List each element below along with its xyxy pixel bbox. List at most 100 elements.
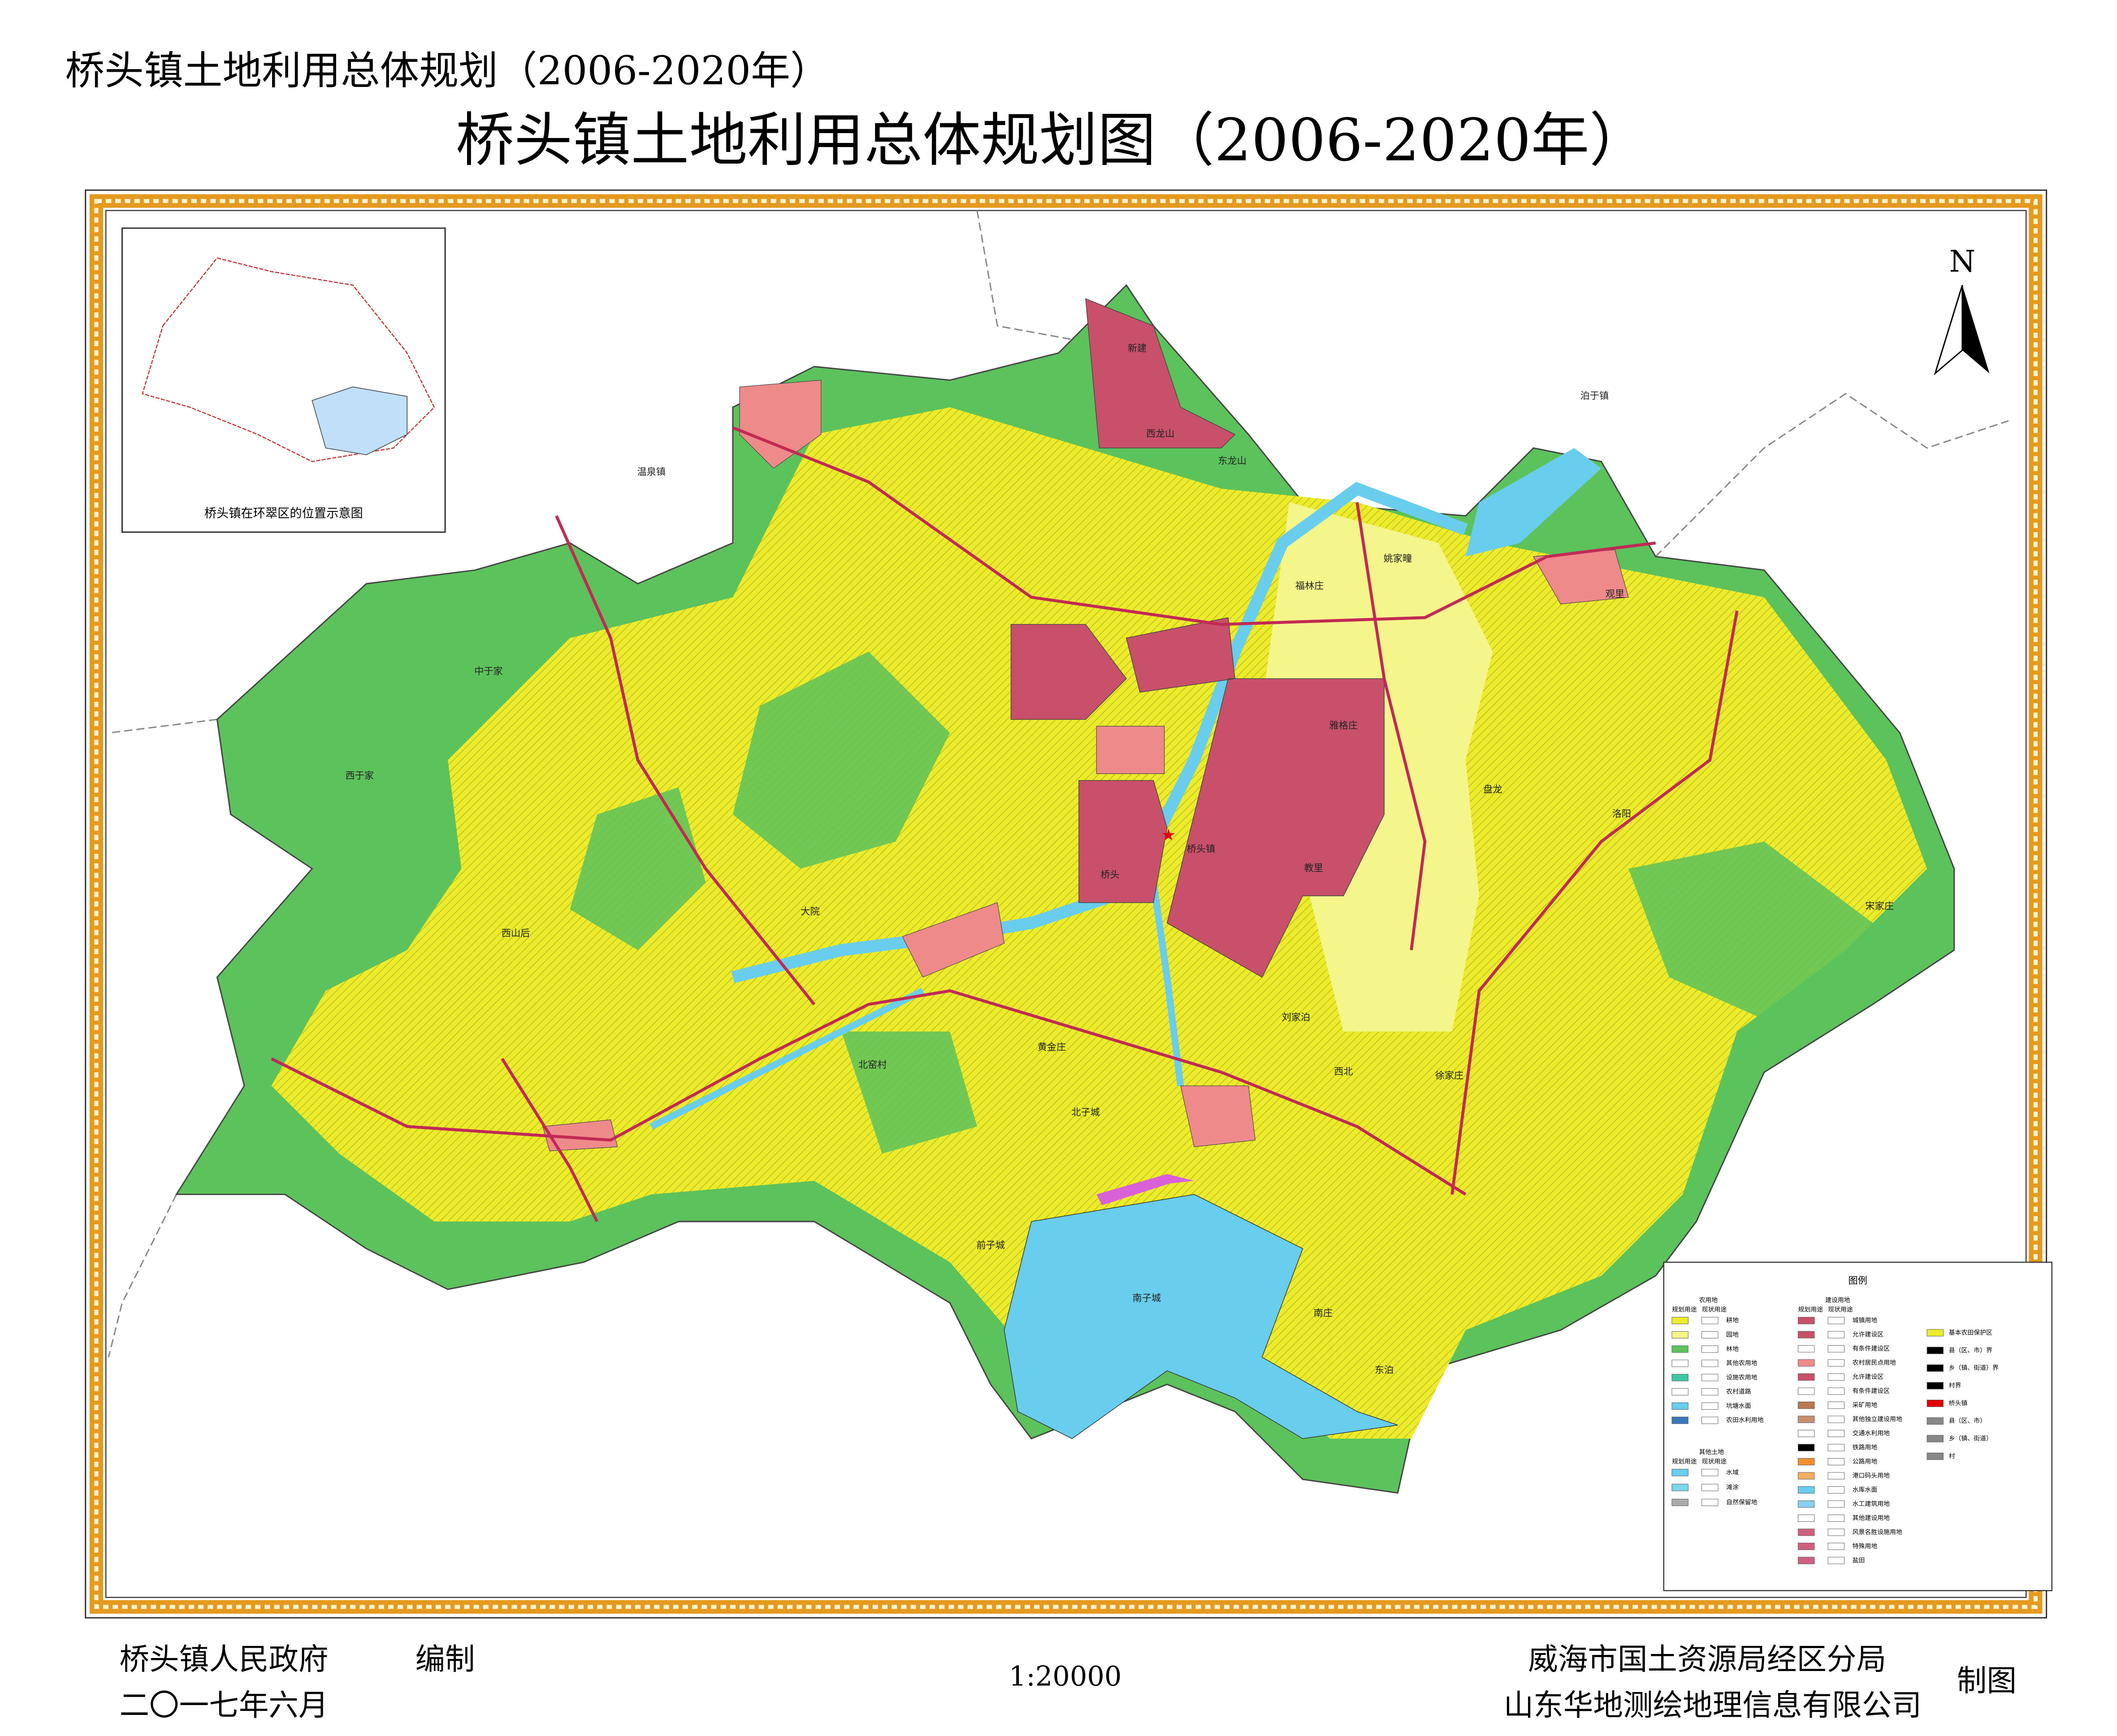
place-label: 温泉镇 <box>637 466 666 477</box>
legend-item: 特殊用地 <box>1853 1543 1878 1550</box>
place-label: 西山后 <box>502 927 530 939</box>
legend-item: 县（区、市）界 <box>1949 1346 1992 1354</box>
legend-swatch <box>1798 1472 1815 1480</box>
legend-column-header: 规划用途 <box>1798 1306 1823 1313</box>
made-label: 制图 <box>1957 1663 2017 1698</box>
place-label: 姚家疃 <box>1384 553 1412 564</box>
legend-column-header: 规划用途 <box>1672 1458 1697 1465</box>
legend-item: 有条件建设区 <box>1853 1345 1890 1352</box>
legend-swatch <box>1798 1444 1815 1451</box>
legend-item: 农村居民点用地 <box>1853 1359 1896 1367</box>
legend-swatch <box>1798 1416 1815 1423</box>
place-labels: 温泉镇泊于镇新建西龙山东龙山观里姚家疃福林庄雅格庄桥头桥头镇教里盘龙洛阳宋家庄西… <box>346 342 1894 1376</box>
legend-swatch <box>1827 1500 1844 1508</box>
legend-swatch <box>1798 1458 1815 1466</box>
place-label: 桥头 <box>1100 869 1119 880</box>
legend-swatch <box>1798 1557 1815 1564</box>
legend-item: 村界 <box>1949 1382 1961 1390</box>
place-label: 南子城 <box>1133 1292 1161 1303</box>
place-label: 刘家泊 <box>1282 1012 1311 1023</box>
compiler: 桥头镇人民政府 <box>119 1641 328 1676</box>
legend-swatch <box>1671 1374 1688 1381</box>
legend-swatch <box>1798 1528 1815 1536</box>
urban-block <box>1085 298 1236 449</box>
town-highlight <box>312 386 408 455</box>
legend-swatch <box>1671 1388 1688 1396</box>
arrow-half <box>1934 285 1963 376</box>
place-label: 北窑村 <box>858 1059 887 1070</box>
legend-swatch <box>1701 1484 1719 1491</box>
legend-box <box>1663 1261 2052 1591</box>
legend-item: 园地 <box>1726 1331 1739 1338</box>
legend-swatch <box>1827 1359 1844 1367</box>
legend-swatch <box>1701 1317 1719 1325</box>
legend-swatch <box>1701 1331 1719 1339</box>
legend-swatch <box>1798 1514 1815 1522</box>
scale: 1:20000 <box>1009 1661 1122 1693</box>
legend-swatch <box>1827 1528 1844 1536</box>
legend-item: 铁路用地 <box>1853 1444 1878 1451</box>
place-label: 桥头镇 <box>1187 843 1216 854</box>
legend-swatch <box>1798 1486 1815 1494</box>
header-title: 桥头镇土地利用总体规划（2006-2020年） <box>65 48 829 94</box>
legend-item: 港口码头用地 <box>1853 1472 1890 1480</box>
legend-swatch <box>1927 1364 1944 1372</box>
legend-column-header: 现状用途 <box>1702 1458 1727 1465</box>
legend-swatch <box>1798 1345 1815 1353</box>
river-branch <box>649 882 1184 1130</box>
place-label: 东龙山 <box>1218 455 1247 466</box>
land-use-map: ★ <box>175 284 1955 1494</box>
legend-item: 允许建设区 <box>1853 1373 1884 1381</box>
legend-swatch <box>1701 1345 1719 1353</box>
road <box>1355 502 1427 951</box>
place-label: 新建 <box>1128 342 1147 354</box>
legend-swatch <box>1701 1416 1719 1424</box>
legend-item: 村 <box>1949 1453 1955 1460</box>
legend-swatch <box>1827 1514 1844 1522</box>
legend-swatch <box>1798 1331 1815 1338</box>
legend-item: 县（区、市） <box>1949 1417 1986 1424</box>
legend-swatch <box>1701 1402 1719 1410</box>
footer: 桥头镇人民政府 编制 二〇一七年六月 1:20000 威海市国土资源局经区分局 … <box>119 1641 2016 1723</box>
maker: 山东华地测绘地理信息有限公司 <box>1504 1688 1922 1723</box>
legend-group-title: 其他土地 <box>1699 1449 1724 1456</box>
inset: 桥头镇在环翠区的位置示意图 <box>121 227 446 533</box>
legend-swatch <box>1827 1472 1844 1480</box>
place-label: 大院 <box>801 905 819 917</box>
place-label: 洛阳 <box>1612 808 1631 819</box>
place-label: 西于家 <box>346 770 374 781</box>
legend-swatch <box>1798 1317 1815 1325</box>
legend-item: 自然保留地 <box>1726 1498 1758 1506</box>
legend-item: 耕地 <box>1726 1316 1739 1324</box>
legend-item: 林地 <box>1726 1346 1739 1353</box>
legend-item: 基本农田保护区 <box>1949 1329 1992 1336</box>
legend-swatch <box>1927 1435 1944 1442</box>
legend-swatch <box>1701 1374 1719 1381</box>
legend-swatch <box>1927 1452 1944 1460</box>
legend-swatch <box>1798 1387 1815 1395</box>
legend-item: 农村道路 <box>1726 1388 1751 1395</box>
legend-swatch <box>1927 1399 1944 1407</box>
forest-patches <box>570 651 1873 1154</box>
legend-column-header: 现状用途 <box>1828 1306 1853 1313</box>
legend-swatch <box>1671 1345 1688 1353</box>
place-label: 徐家庄 <box>1435 1070 1464 1081</box>
roads <box>271 426 1739 1222</box>
place-label: 东泊 <box>1375 1364 1394 1376</box>
road <box>555 515 816 1005</box>
neighbour-boundaries <box>108 210 2009 1358</box>
place-label: 福林庄 <box>1295 580 1324 591</box>
legend-item: 坑塘水面 <box>1726 1403 1751 1410</box>
legend-swatch <box>1798 1373 1815 1381</box>
road <box>501 1058 599 1222</box>
legend-item: 水域 <box>1726 1469 1739 1476</box>
frame-inner <box>105 210 2027 1598</box>
legend-swatch <box>1927 1382 1944 1390</box>
place-label: 西龙山 <box>1146 428 1175 439</box>
legend-swatch <box>1827 1416 1844 1423</box>
legend-item: 水库水面 <box>1853 1486 1878 1494</box>
village-settlement <box>542 380 1629 1152</box>
legend-swatch <box>1701 1359 1719 1367</box>
date: 二〇一七年六月 <box>119 1688 328 1723</box>
